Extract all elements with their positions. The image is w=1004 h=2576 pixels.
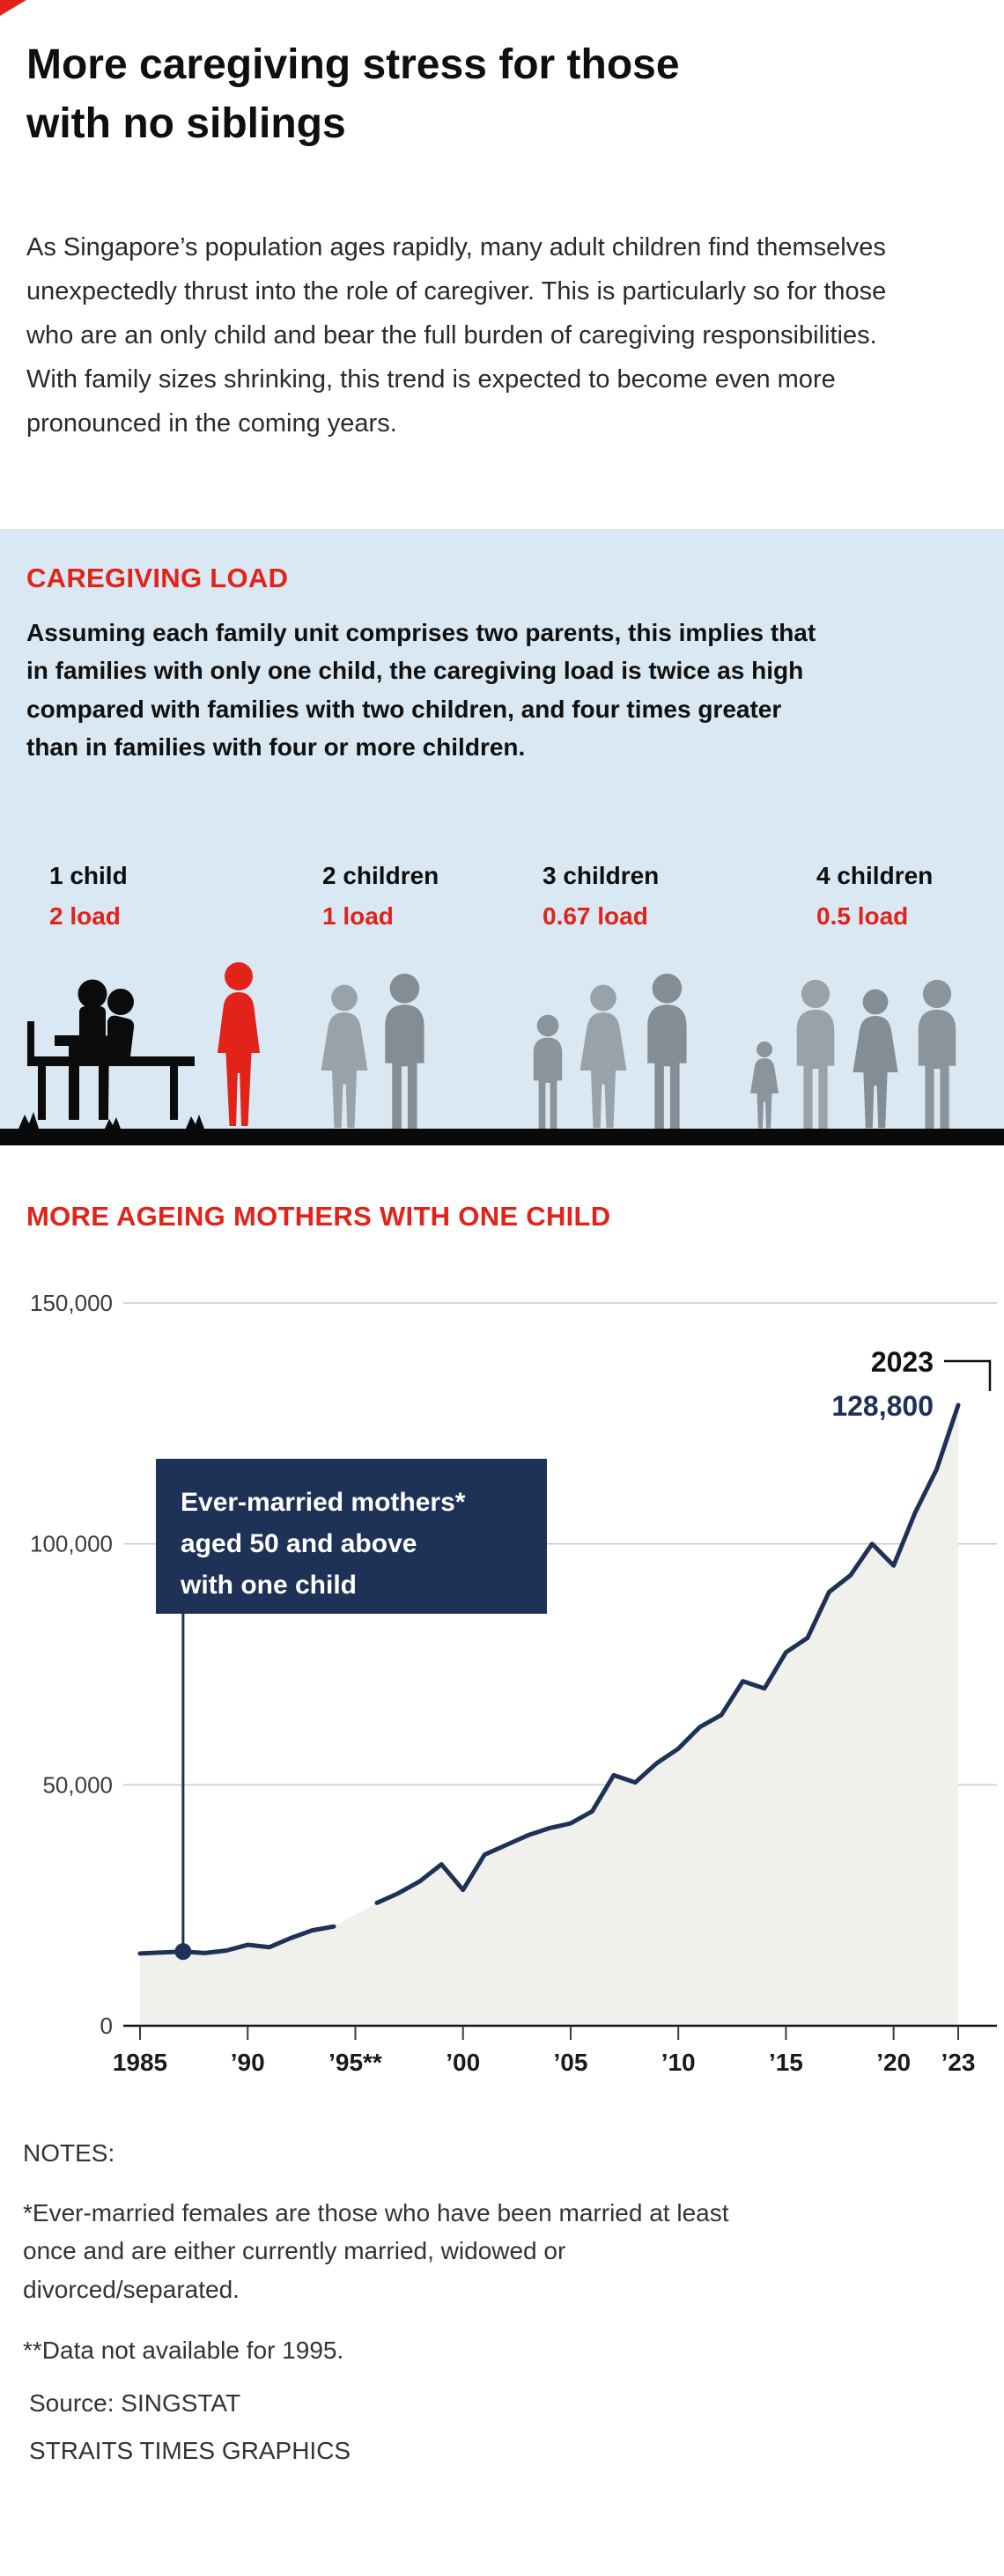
- y-axis-label: 100,000: [30, 1531, 113, 1557]
- chart-data-line: [137, 1402, 961, 1956]
- callout-line2: aged 50 and above: [181, 1529, 417, 1558]
- ground-strip: [0, 1129, 1004, 1145]
- ageing-mothers-chart: Ever-married mothers* aged 50 and above …: [30, 1290, 997, 2076]
- x-axis-label: 1985: [113, 2049, 167, 2076]
- chart-axis-labels: 0 50,000 100,000 150,000 1985 ’90 ’95** ’00 ’05 ’…: [30, 1290, 975, 2076]
- callout-box: [156, 1459, 547, 1614]
- page-title-line2: with no siblings: [26, 100, 346, 148]
- note-missing-data: **Data not available for 1995.: [23, 2337, 344, 2364]
- page-title-line1: More caregiving stress for those: [26, 41, 680, 88]
- x-axis-label: ’90: [231, 2049, 265, 2076]
- caregiving-load-description: Assuming each family unit comprises two …: [26, 619, 816, 762]
- family-silhouette-1-child: [18, 962, 260, 1129]
- only-child-red-figure: [218, 962, 260, 1126]
- callout-line3: with one child: [180, 1571, 357, 1600]
- callout-anchor-dot: [174, 1943, 192, 1961]
- x-axis-label: ’15: [769, 2049, 803, 2076]
- group-label-2-children: 2 children: [322, 862, 439, 889]
- intro-paragraph: As Singapore’s population ages rapidly, …: [26, 233, 887, 438]
- x-axis-label: ’20: [876, 2049, 911, 2076]
- caregiving-load-heading: CAREGIVING LOAD: [26, 563, 289, 593]
- callout-line1: Ever-married mothers*: [181, 1488, 466, 1517]
- source-line: Source: SINGSTAT: [29, 2389, 241, 2417]
- credit-line: STRAITS TIMES GRAPHICS: [29, 2437, 351, 2464]
- annotation-value: 128,800: [831, 1390, 934, 1422]
- group-label-4-children: 4 children: [816, 862, 934, 889]
- data-line-segment: [374, 1402, 961, 1905]
- chart-callout-connector: [174, 1614, 192, 1961]
- group-label-3-children: 3 children: [543, 862, 660, 889]
- group-label-1-child: 1 child: [49, 862, 128, 889]
- chart-axis: [123, 2024, 997, 2040]
- family-silhouette-3-children: [533, 973, 687, 1129]
- x-axis-label: ’00: [446, 2049, 480, 2076]
- notes-heading: NOTES:: [23, 2139, 115, 2167]
- x-axis-label: ’10: [661, 2049, 696, 2076]
- x-axis-label: ’23: [941, 2049, 976, 2076]
- load-label-2-children: 1 load: [322, 902, 394, 930]
- y-axis-label: 150,000: [30, 1290, 113, 1316]
- caregiving-load-section: CAREGIVING LOAD Assuming each family uni…: [0, 529, 1004, 1145]
- data-line-segment: [137, 1924, 336, 1956]
- annotation-bracket: [944, 1359, 992, 1391]
- x-axis-label: ’95**: [329, 2049, 382, 2076]
- page-title: More caregiving stress for those with no…: [26, 35, 680, 153]
- x-axis-label: ’05: [553, 2049, 587, 2076]
- family-silhouette-4-children: [750, 979, 956, 1129]
- chart-area-fill: [140, 1405, 959, 2026]
- red-corner-mark-icon: [0, 0, 26, 16]
- family-silhouette-2-children: [321, 973, 424, 1129]
- y-axis-label: 50,000: [42, 1771, 113, 1798]
- annotation-year: 2023: [871, 1346, 934, 1378]
- load-label-4-children: 0.5 load: [816, 902, 909, 930]
- y-axis-label: 0: [100, 2013, 113, 2039]
- note-ever-married: *Ever-married females are those who have…: [23, 2199, 729, 2303]
- chart-heading: MORE AGEING MOTHERS WITH ONE CHILD: [26, 1201, 611, 1232]
- load-label-3-children: 0.67 load: [543, 902, 648, 930]
- load-label-1-child: 2 load: [49, 902, 121, 930]
